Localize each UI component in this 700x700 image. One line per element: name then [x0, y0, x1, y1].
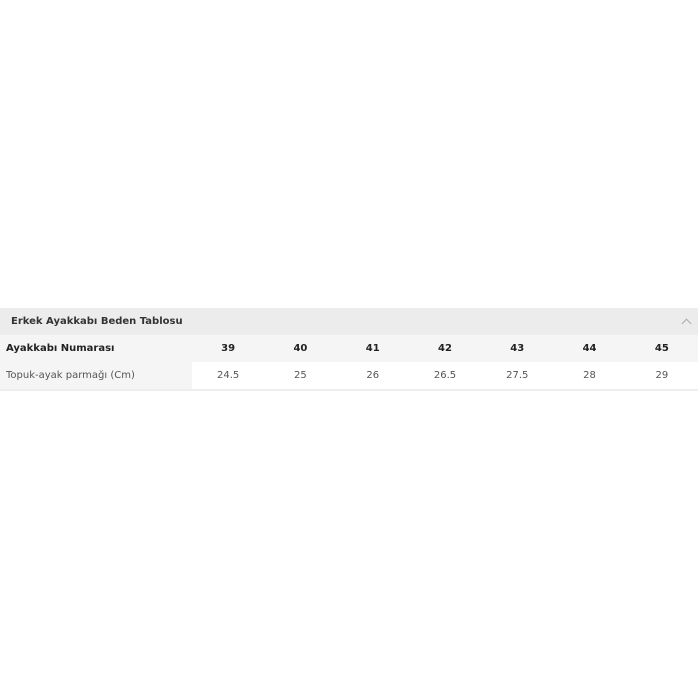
table-cell: 29 — [625, 362, 698, 391]
size-table-header[interactable]: Erkek Ayakkabı Beden Tablosu — [0, 308, 698, 335]
table-cell: 39 — [192, 335, 265, 362]
table-cell: 43 — [481, 335, 554, 362]
size-table-panel: Erkek Ayakkabı Beden Tablosu Ayakkabı Nu… — [0, 308, 698, 391]
table-cell: 28 — [553, 362, 626, 391]
table-cell: 27.5 — [481, 362, 554, 391]
table-row: Ayakkabı Numarası 39 40 41 42 43 44 45 — [0, 335, 698, 362]
table-cell: 25 — [264, 362, 337, 391]
table-cell: 40 — [264, 335, 337, 362]
table-cell: 44 — [553, 335, 626, 362]
table-cell: 41 — [336, 335, 409, 362]
table-cell: 24.5 — [192, 362, 265, 391]
size-table-title: Erkek Ayakkabı Beden Tablosu — [11, 316, 183, 327]
table-row: Topuk-ayak parmağı (Cm) 24.5 25 26 26.5 27.5 2… — [0, 362, 698, 391]
table-cell: 45 — [625, 335, 698, 362]
table-cell: 42 — [408, 335, 482, 362]
size-table: Ayakkabı Numarası 39 40 41 42 43 44 45 Topuk-aya… — [0, 335, 698, 391]
row-label: Topuk-ayak parmağı (Cm) — [0, 362, 192, 391]
chevron-up-icon[interactable] — [681, 318, 692, 329]
table-cell: 26 — [336, 362, 409, 391]
row-label: Ayakkabı Numarası — [0, 335, 192, 362]
table-cell: 26.5 — [408, 362, 482, 391]
